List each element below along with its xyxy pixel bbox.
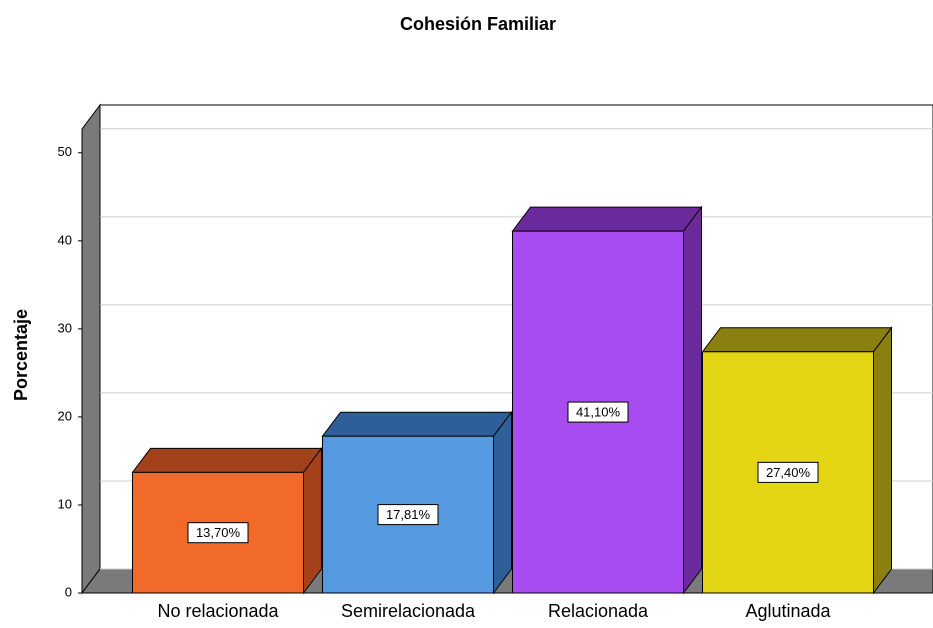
x-tick-label: No relacionada [157,601,279,621]
bar-top [321,411,513,437]
value-label: 17,81% [386,507,431,522]
bar [701,326,893,595]
x-tick-label: Semirelacionada [341,601,476,621]
left-wall [81,103,101,595]
bar-side [873,326,892,595]
y-tick-label: 20 [58,408,72,423]
value-label: 41,10% [576,405,621,420]
bar [321,410,513,595]
x-tick-label: Relacionada [548,601,649,621]
value-label-box [757,461,819,483]
bar-top [701,327,893,353]
chart-title: Cohesión Familiar [400,14,556,34]
bar-side [683,205,702,595]
y-tick-label: 50 [58,144,72,159]
y-tick-label: 40 [58,232,72,247]
bar-side [303,446,322,595]
bar-top [511,206,703,232]
y-axis-label: Porcentaje [11,309,31,401]
bar [131,446,323,595]
value-label: 27,40% [766,465,811,480]
value-label: 13,70% [196,525,241,540]
bar-side [493,410,512,595]
value-label-box [377,504,439,526]
y-tick-label: 30 [58,320,72,335]
value-label-box [187,522,249,544]
bar [511,205,703,595]
bar-top [131,447,323,473]
value-label-box [567,401,629,423]
y-tick-label: 0 [65,584,72,599]
y-tick-label: 10 [58,496,72,511]
x-tick-label: Aglutinada [745,601,831,621]
